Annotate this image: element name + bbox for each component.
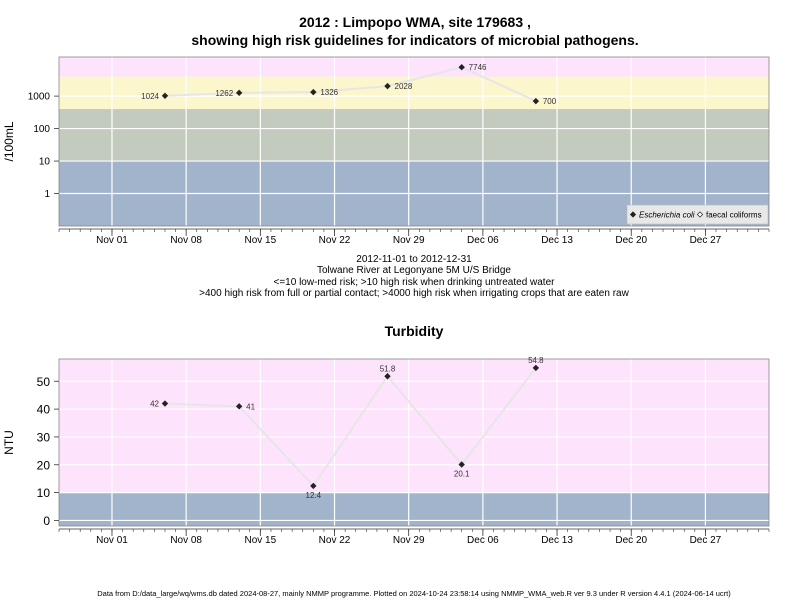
data-point-1 [235, 403, 243, 410]
x-tick-label-1: Nov 08 [170, 535, 202, 546]
ecoli-panel: Nov 01 Nov 08 Nov 15 Nov 22 Nov 29 Dec 06 Dec … [2, 56, 770, 246]
data-label-4: 20.1 [454, 469, 470, 478]
legend-label-1: faecal coliforms [706, 211, 762, 220]
x-tick-label-2: Nov 15 [244, 235, 276, 246]
x-tick-label-5: Dec 06 [467, 535, 499, 546]
data-point-5 [532, 97, 540, 105]
data-point-2 [310, 482, 317, 490]
chart-title-line-2: showing high risk guidelines for indicat… [191, 32, 638, 48]
plot-frame [58, 56, 770, 227]
data-label-5: 700 [543, 97, 557, 106]
x-tick-label-7: Dec 20 [615, 535, 647, 546]
site-name-text: Tolwane River at Legonyane 5M U/S Bridge [317, 265, 511, 276]
data-point-0 [161, 400, 169, 407]
x-tick-label-5: Dec 06 [467, 235, 499, 246]
data-label-0: 1024 [141, 92, 159, 101]
legend-label-0: Escherichia coli [639, 211, 695, 220]
y-tick-label-1: 10 [37, 486, 51, 500]
data-label-2: 1326 [320, 88, 338, 97]
data-label-1: 41 [246, 402, 255, 411]
y-tick-label-4: 40 [37, 403, 51, 417]
risk-band-1 [59, 109, 769, 162]
open-diamond-icon [696, 211, 704, 218]
data-point-4 [458, 461, 465, 468]
y-tick-label-0: 1 [44, 189, 50, 200]
x-tick-label-3: Nov 22 [319, 535, 351, 546]
x-tick-label-3: Nov 22 [319, 235, 351, 246]
data-label-3: 51.8 [380, 364, 396, 373]
legend: Escherichia coli faecal coliforms [626, 204, 769, 225]
y-tick-label-2: 20 [37, 458, 51, 472]
guideline-contact-text: >400 high risk from full or partial cont… [199, 288, 629, 299]
data-label-0: 42 [150, 400, 159, 409]
filled-diamond-icon [629, 211, 637, 218]
data-point-4 [458, 64, 465, 71]
y-tick-label-3: 1000 [28, 92, 51, 103]
y-tick-label-1: 10 [39, 157, 51, 168]
x-tick-label-4: Nov 29 [393, 235, 425, 246]
data-point-1 [235, 89, 243, 97]
x-tick-label-4: Nov 29 [393, 535, 425, 546]
x-tick-label-2: Nov 15 [244, 535, 276, 546]
x-tick-label-1: Nov 08 [170, 235, 202, 246]
x-tick-label-7: Dec 20 [615, 235, 647, 246]
x-tick-label-8: Dec 27 [690, 535, 722, 546]
series-line-0 [164, 66, 537, 103]
data-label-5: 54.8 [528, 356, 544, 365]
footer-text: Data from D:/data_large/wq/wms.db dated … [97, 589, 731, 598]
data-point-5 [532, 364, 540, 372]
data-label-4: 7746 [469, 63, 487, 72]
risk-band-3 [59, 57, 769, 77]
date-range-text: 2012-11-01 to 2012-12-31 [356, 254, 472, 265]
y-tick-label-2: 100 [33, 124, 50, 135]
turbidity-title: Turbidity [385, 323, 444, 339]
x-tick-label-0: Nov 01 [96, 535, 128, 546]
x-tick-label-8: Dec 27 [690, 235, 722, 246]
data-point-0 [161, 92, 169, 99]
risk-band-2 [59, 76, 769, 110]
chart-title-line-1: 2012 : Limpopo WMA, site 179683 , [299, 14, 531, 30]
y-tick-label-5: 50 [37, 375, 51, 389]
data-point-3 [384, 82, 391, 90]
y-axis-title: NTU [2, 430, 16, 455]
x-tick-label-0: Nov 01 [96, 235, 128, 246]
y-tick-label-0: 0 [43, 514, 50, 528]
plot-frame [58, 358, 770, 527]
data-label-1: 1262 [215, 89, 233, 98]
y-axis-title: /100mL [2, 121, 16, 161]
series-line-0 [164, 367, 537, 488]
guideline-drinking-text: <=10 low-med risk; >10 high risk when dr… [274, 277, 556, 288]
x-tick-label-6: Dec 13 [541, 235, 573, 246]
y-tick-label-3: 30 [37, 430, 51, 444]
data-point-3 [384, 373, 391, 380]
turbidity-panel: Nov 01 Nov 08 Nov 15 Nov 22 Nov 29 Dec 06 Dec … [2, 356, 770, 546]
risk-band-1 [59, 359, 769, 493]
data-label-3: 2028 [395, 82, 413, 91]
data-label-2: 12.4 [306, 491, 322, 500]
x-tick-label-6: Dec 13 [541, 535, 573, 546]
data-point-2 [310, 88, 317, 96]
